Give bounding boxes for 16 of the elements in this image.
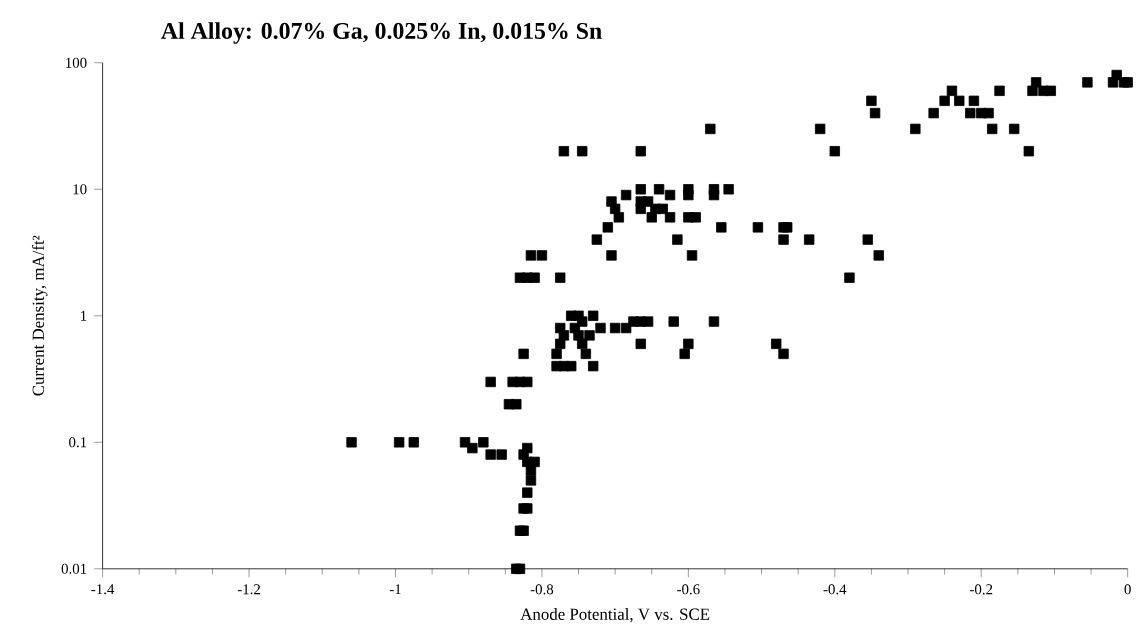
x-tick-label: -1.4 xyxy=(91,584,115,595)
y-tick-label: 0.01 xyxy=(61,563,87,575)
chart-title: Al Alloy: 0.07% Ga, 0.025% In, 0.015% Sn xyxy=(161,22,602,45)
x-axis-title: Anode Potential, V vs. SCE xyxy=(520,608,710,623)
x-tick-label: -0.6 xyxy=(677,584,700,595)
x-tick-label: 0 xyxy=(1124,584,1131,595)
y-tick-label: 1 xyxy=(80,311,87,321)
x-tick-label: -0.8 xyxy=(530,584,554,595)
x-tick-label: -0.4 xyxy=(823,584,847,595)
y-tick-label: 100 xyxy=(66,57,87,69)
y-tick-label: 10 xyxy=(73,184,87,195)
x-tick-label: -1.2 xyxy=(237,584,261,595)
y-axis-title: Current Density, mA/ft² xyxy=(31,235,48,396)
x-tick-label: -1 xyxy=(389,584,401,595)
y-tick-label: 0.1 xyxy=(69,437,87,448)
x-tick-label: -0.2 xyxy=(970,584,993,595)
